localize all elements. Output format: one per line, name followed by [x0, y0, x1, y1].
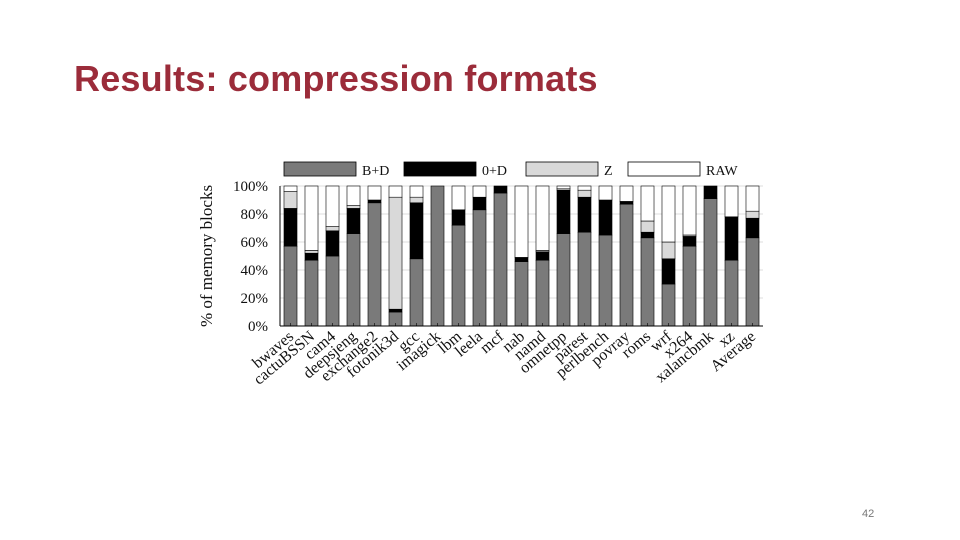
bar-segment-BD-average: [745, 237, 760, 327]
bar-segment-BD-mcf: [493, 192, 508, 327]
bar-segment-Z-bwaves: [283, 191, 298, 209]
bar-segment-BD-povray: [619, 203, 634, 327]
y-tick-label: 20%: [241, 291, 269, 307]
bar-segment-BD-x264: [682, 245, 697, 327]
bar-segment-0D-roms: [640, 231, 655, 239]
bar-segment-RAW-povray: [619, 185, 634, 202]
legend-label: Z: [604, 164, 613, 179]
bar-segment-0D-xalancbmk: [703, 185, 718, 199]
bar-segment-BD-xalancbmk: [703, 198, 718, 327]
bar-segment-RAW-roms: [640, 185, 655, 222]
bar-segment-BD-parest: [577, 231, 592, 327]
bar-segment-RAW-nab: [514, 185, 529, 258]
bar-segment-RAW-exchange2: [367, 185, 382, 201]
bar-segment-RAW-omnetpp: [556, 185, 571, 190]
bar-segment-0D-namd: [535, 251, 550, 261]
bar-segment-0D-lbm: [451, 209, 466, 226]
bar-segment-0D-deepsjeng: [346, 208, 361, 234]
bar-segment-0D-omnetpp: [556, 189, 571, 234]
bar-segment-BD-wrf: [661, 283, 676, 327]
y-tick-label: 100%: [233, 179, 268, 195]
y-tick-label: 0%: [248, 319, 268, 335]
bar-segment-Z-deepsjeng: [346, 205, 361, 209]
y-tick-label: 80%: [241, 207, 269, 223]
bar-segment-0D-gcc: [409, 202, 424, 260]
x-tick-label: Average: [708, 328, 760, 375]
bar-segment-0D-xz: [724, 216, 739, 261]
bar-segment-BD-cactubssn: [304, 259, 319, 327]
legend-swatch-Z: [525, 161, 599, 177]
bar-segment-BD-imagick: [430, 185, 445, 327]
legend-label: B+D: [362, 164, 389, 179]
bar-segment-0D-exchange2: [367, 199, 382, 204]
bar-segment-0D-bwaves: [283, 208, 298, 247]
bar-segment-0D-cam4: [325, 230, 340, 257]
bar-segment-Z-cactubssn: [304, 250, 319, 254]
legend-label: 0+D: [482, 164, 507, 179]
bar-segment-RAW-cactubssn: [304, 185, 319, 251]
bar-segment-Z-parest: [577, 189, 592, 198]
bar-segment-BD-leela: [472, 209, 487, 327]
bar-segment-0D-nab: [514, 257, 529, 262]
bar-segment-Z-cam4: [325, 226, 340, 232]
bar-segment-RAW-bwaves: [283, 185, 298, 192]
bar-segment-BD-deepsjeng: [346, 233, 361, 327]
bar-segment-0D-x264: [682, 236, 697, 247]
bar-segment-BD-nab: [514, 261, 529, 327]
bar-segment-RAW-lbm: [451, 185, 466, 211]
chart-legend: B+D 0+D Z RAW: [283, 161, 738, 179]
bar-segment-BD-xz: [724, 259, 739, 327]
y-tick-label: 40%: [241, 263, 269, 279]
legend-swatch-BD: [283, 161, 357, 177]
bar-segment-RAW-parest: [577, 185, 592, 191]
x-tick-label: imagick: [394, 328, 444, 374]
bar-segment-BD-exchange2: [367, 202, 382, 327]
bar-segment-BD-bwaves: [283, 245, 298, 327]
page-number: 42: [862, 508, 875, 520]
bar-segment-BD-lbm: [451, 224, 466, 327]
bar-segment-BD-gcc: [409, 258, 424, 327]
bar-segment-BD-namd: [535, 259, 550, 327]
bar-segment-RAW-namd: [535, 185, 550, 251]
bar-segment-RAW-cam4: [325, 185, 340, 227]
legend-swatch-RAW: [627, 161, 701, 177]
bar-segment-BD-roms: [640, 237, 655, 327]
bar-segment-Z-fotonik3d: [388, 196, 403, 310]
bar-segment-RAW-x264: [682, 185, 697, 236]
bar-segment-0D-wrf: [661, 258, 676, 285]
bar-segment-Z-average: [745, 210, 760, 219]
bar-segment-0D-fotonik3d: [388, 308, 403, 313]
bar-segment-RAW-perlbench: [598, 185, 613, 201]
bar-segment-RAW-average: [745, 185, 760, 212]
bar-segment-RAW-gcc: [409, 185, 424, 198]
chart-axes: [279, 186, 763, 327]
bar-segment-RAW-fotonik3d: [388, 185, 403, 198]
chart-bars: [283, 185, 760, 327]
bar-segment-0D-cactubssn: [304, 252, 319, 261]
bar-segment-0D-parest: [577, 196, 592, 233]
bar-segment-RAW-deepsjeng: [346, 185, 361, 206]
bar-segment-0D-perlbench: [598, 199, 613, 236]
stacked-bar-chart: B+D 0+D Z RAW 0% 20% 40% 60% 80% 100% % of memory…: [197, 161, 763, 388]
bar-segment-Z-gcc: [409, 196, 424, 204]
legend-swatch-0D: [403, 161, 477, 177]
bar-segment-Z-roms: [640, 220, 655, 233]
slide-title: Results: compression formats: [74, 58, 598, 99]
bar-segment-RAW-leela: [472, 185, 487, 198]
bar-segment-Z-wrf: [661, 241, 676, 260]
bar-segment-BD-cam4: [325, 255, 340, 327]
bar-segment-0D-mcf: [493, 185, 508, 194]
bar-segment-RAW-wrf: [661, 185, 676, 243]
y-axis-label: % of memory blocks: [197, 185, 216, 327]
bar-segment-0D-povray: [619, 201, 634, 205]
bar-segment-BD-omnetpp: [556, 233, 571, 327]
bar-segment-0D-leela: [472, 196, 487, 211]
bar-segment-0D-average: [745, 217, 760, 239]
legend-label: RAW: [706, 164, 738, 179]
bar-segment-RAW-xz: [724, 185, 739, 218]
bar-segment-BD-perlbench: [598, 234, 613, 327]
y-tick-label: 60%: [241, 235, 269, 251]
